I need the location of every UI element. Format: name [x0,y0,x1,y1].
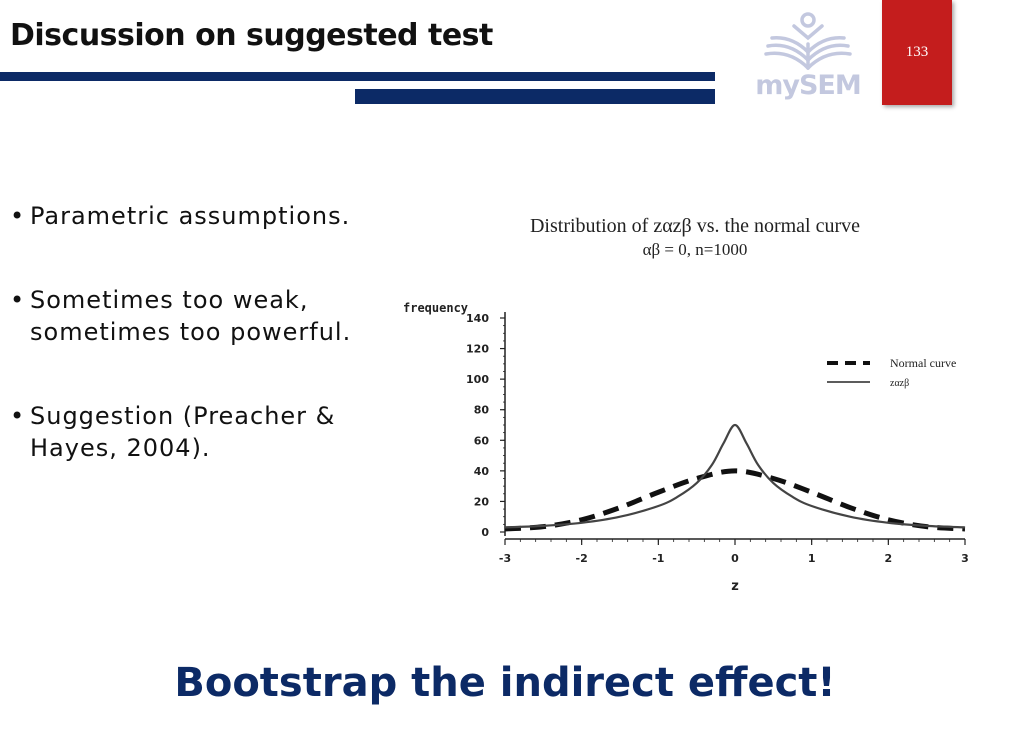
x-tick-label: 1 [808,552,816,565]
bullet-item: • Suggestion (Preacher & Hayes, 2004). [10,400,390,464]
x-axis-label: z [731,579,739,594]
bullet-glyph: • [10,286,26,314]
x-tick-label: -2 [576,552,588,565]
bullet-line: Parametric assumptions. [30,202,351,230]
bullet-item: • Parametric assumptions. [10,200,390,232]
bullet-line: sometimes too powerful. [30,318,352,346]
x-tick-label: -1 [652,552,664,565]
y-axis-label: frequency [403,301,468,315]
x-tick-label: -3 [499,552,511,565]
punchline: Bootstrap the indirect effect! [174,660,836,706]
open-book-icon [764,12,852,70]
mysem-logo: mySEM [752,8,864,104]
bullet-line: Suggestion (Preacher & [30,402,336,430]
bullet-line: Hayes, 2004). [30,434,211,462]
series-line-0 [504,468,966,532]
y-tick-label: 120 [466,343,489,356]
chart-title: Distribution of zαzβ vs. the normal curv… [530,215,860,237]
x-tick-label: 3 [961,552,969,565]
y-tick-label: 40 [474,465,490,478]
y-tick-label: 20 [474,495,490,508]
legend-label: Normal curve [890,356,956,370]
logo-wordmark: mySEM [755,70,862,101]
y-tick-label: 80 [474,404,490,417]
y-tick-label: 60 [474,434,490,447]
chart-subtitle: αβ = 0, n=1000 [643,240,748,259]
x-tick-label: 0 [731,552,739,565]
title-underline-top [0,72,715,81]
x-tick-label: 2 [885,552,893,565]
title-underline-bottom [355,89,715,104]
y-tick-label: 100 [466,373,489,386]
y-tick-label: 0 [481,526,489,539]
y-tick-label: 140 [466,312,489,325]
distribution-chart: Distribution of zαzβ vs. the normal curv… [403,215,969,594]
page-number: 133 [905,44,929,60]
bullet-item: • Sometimes too weak, sometimes too powerf… [10,284,390,348]
bullet-glyph: • [10,202,26,230]
bullet-glyph: • [10,402,26,430]
series-line-1 [504,423,966,529]
bullet-line: Sometimes too weak, [30,286,309,314]
slide-title: Discussion on suggested test [10,18,493,53]
legend-label: zαzβ [890,378,909,389]
page-number-box: 133 [882,0,952,105]
bullet-list: • Parametric assumptions. • Sometimes too … [10,200,390,516]
